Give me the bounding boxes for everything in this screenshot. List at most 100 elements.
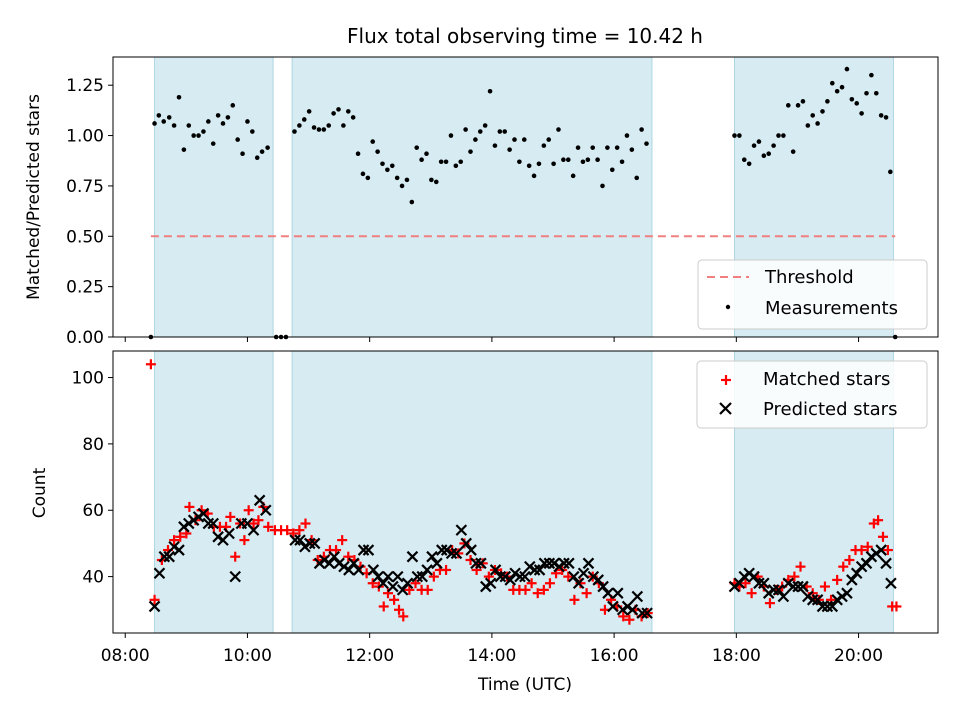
predicted-star-point <box>563 557 575 570</box>
predicted-star-point <box>641 607 653 619</box>
measurement-point <box>360 171 366 177</box>
measurement-point <box>629 147 635 152</box>
matched-star-point <box>184 501 195 512</box>
legend-measurements-swatch <box>725 304 731 310</box>
predicted-star-point <box>880 557 892 570</box>
bottom-x-ticks: 08:00 10:00 12:00 14:00 16:00 18:00 20:00 <box>101 633 883 666</box>
measurement-point <box>805 123 811 128</box>
measurement-point <box>825 99 830 104</box>
predicted-star-point <box>223 527 235 540</box>
predicted-star-point <box>582 557 595 570</box>
measurement-point <box>254 155 260 161</box>
predicted-star-point <box>391 570 404 583</box>
measurement-point <box>350 115 356 120</box>
predicted-star-point <box>533 564 546 576</box>
matched-star-point <box>422 584 433 595</box>
measurement-point <box>619 159 625 165</box>
measurement-point <box>225 115 231 120</box>
predicted-star-point <box>607 600 619 613</box>
measurement-point <box>536 161 542 167</box>
x-tick-label: 20:00 <box>834 646 883 666</box>
predicted-star-point <box>602 587 614 599</box>
measurement-point <box>477 129 483 134</box>
predicted-star-point <box>352 564 365 576</box>
measurement-point <box>176 94 182 100</box>
predicted-star-point <box>460 537 473 550</box>
top-measurement-points <box>148 66 898 340</box>
matched-star-point <box>795 561 806 572</box>
top-y-tick-label: 0.50 <box>66 227 104 247</box>
top-panel: 0.00 0.25 0.50 0.75 1.00 1.25 Threshold Measu… <box>66 56 939 348</box>
measurement-point <box>230 103 236 108</box>
measurement-point <box>526 163 532 169</box>
measurement-point <box>448 133 454 138</box>
measurement-point <box>639 127 644 132</box>
matched-star-point <box>618 611 629 622</box>
bottom-y-tick-label: 40 <box>82 568 104 588</box>
predicted-star-point <box>816 600 829 613</box>
predicted-star-point <box>382 570 394 583</box>
measurement-point <box>181 147 187 152</box>
measurement-point <box>389 163 395 169</box>
matched-star-point <box>294 525 305 536</box>
measurement-point <box>311 125 317 130</box>
predicted-star-point <box>470 557 482 570</box>
measurement-point <box>385 167 390 173</box>
predicted-star-point <box>387 580 399 593</box>
predicted-star-point <box>846 574 858 586</box>
measurement-point <box>301 117 307 122</box>
measurement-point <box>394 175 400 181</box>
predicted-star-point <box>767 584 780 596</box>
predicted-star-point <box>247 524 260 536</box>
measurement-point <box>414 145 420 150</box>
top-legend-box <box>697 259 928 330</box>
measurement-point <box>196 133 201 138</box>
top-plot-frame <box>112 56 939 338</box>
predicted-star-point <box>753 577 765 590</box>
predicted-star-point <box>416 570 429 583</box>
predicted-star-point <box>411 570 424 583</box>
predicted-star-point <box>153 567 166 580</box>
measurement-point <box>756 139 762 144</box>
predicted-star-point <box>797 580 809 593</box>
measurement-point <box>404 177 410 183</box>
measurement-point <box>766 151 772 156</box>
measurement-point <box>609 167 615 173</box>
matched-star-point <box>538 584 549 595</box>
bottom-y-axis-label: Count <box>30 467 50 518</box>
measurement-point <box>166 115 172 120</box>
predicted-star-point <box>347 557 360 570</box>
measurement-point <box>883 115 889 120</box>
measurement-point <box>201 129 206 134</box>
predicted-star-point <box>158 550 171 563</box>
predicted-star-point <box>323 557 336 570</box>
predicted-star-point <box>572 577 585 590</box>
measurement-point <box>605 145 610 150</box>
legend-threshold-label: Threshold <box>764 267 854 288</box>
measurement-point <box>761 153 767 159</box>
measurement-point <box>732 133 737 138</box>
predicted-star-point <box>567 570 580 583</box>
matched-star-point <box>394 604 404 615</box>
matched-star-point <box>389 594 400 605</box>
predicted-star-point <box>173 544 185 556</box>
measurement-point <box>473 137 478 142</box>
measurement-point <box>336 107 341 112</box>
predicted-star-point <box>465 544 477 556</box>
predicted-star-point <box>421 564 433 576</box>
predicted-star-point <box>626 603 639 616</box>
measurement-point <box>570 173 576 179</box>
measurement-point <box>326 123 332 128</box>
top-observing-window <box>291 56 653 338</box>
measurement-point <box>829 80 835 86</box>
top-y-ticks: 0.00 0.25 0.50 0.75 1.00 1.25 <box>66 76 113 348</box>
measurement-point <box>507 147 512 152</box>
measurement-point <box>443 159 449 165</box>
predicted-star-point <box>163 550 176 563</box>
bottom-observing-window <box>291 350 653 634</box>
measurement-point <box>399 183 405 189</box>
legend-predicted-swatch <box>719 402 732 415</box>
measurement-point <box>795 103 801 108</box>
predicted-star-point <box>445 547 458 560</box>
top-y-axis-label: Matched/Predicted stars <box>24 94 44 300</box>
